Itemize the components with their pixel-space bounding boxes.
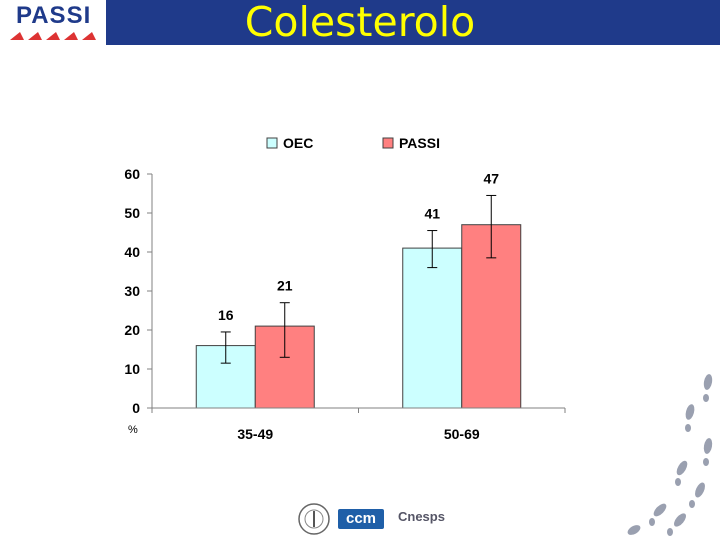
- y-tick-label: 10: [124, 361, 140, 377]
- data-label: 47: [483, 170, 499, 186]
- data-label: 21: [277, 278, 293, 294]
- y-axis: 0 10 20 30 40 50 60: [124, 166, 153, 416]
- footprints-icon: [627, 374, 713, 536]
- passi-logo-text: PASSI: [16, 2, 92, 29]
- ccm-logo: ccm: [338, 509, 384, 529]
- y-tick-label: 40: [124, 244, 140, 260]
- institute-seal-icon: [298, 503, 330, 535]
- legend-label-oec: OEC: [283, 135, 313, 151]
- cnesps-logo: Cnesps: [398, 509, 445, 524]
- data-label: 41: [424, 206, 440, 222]
- chart-bars: 16 21 41 47: [195, 170, 522, 409]
- y-tick-label: 0: [132, 400, 140, 416]
- bar-oec-50-69: [402, 247, 463, 409]
- x-tick-label: 35-49: [237, 426, 273, 442]
- y-tick-label: 60: [124, 166, 140, 182]
- y-tick-label: 50: [124, 205, 140, 221]
- legend-swatch-oec: [266, 137, 278, 149]
- legend-swatch-passi: [382, 137, 394, 149]
- header-bar: [106, 0, 720, 45]
- logo-footprints-icon: [10, 32, 96, 40]
- chart-legend: OEC PASSI: [266, 135, 440, 151]
- y-tick-label: 30: [124, 283, 140, 299]
- data-label: 16: [218, 307, 234, 323]
- x-axis: 35-49 50-69: [151, 407, 566, 442]
- x-tick-label: 50-69: [444, 426, 480, 442]
- y-tick-label: 20: [124, 322, 140, 338]
- passi-logo: PASSI: [0, 0, 106, 45]
- legend-label-passi: PASSI: [399, 135, 440, 151]
- page-title: Colesterolo: [244, 0, 476, 46]
- y-axis-unit-label: %: [128, 424, 138, 436]
